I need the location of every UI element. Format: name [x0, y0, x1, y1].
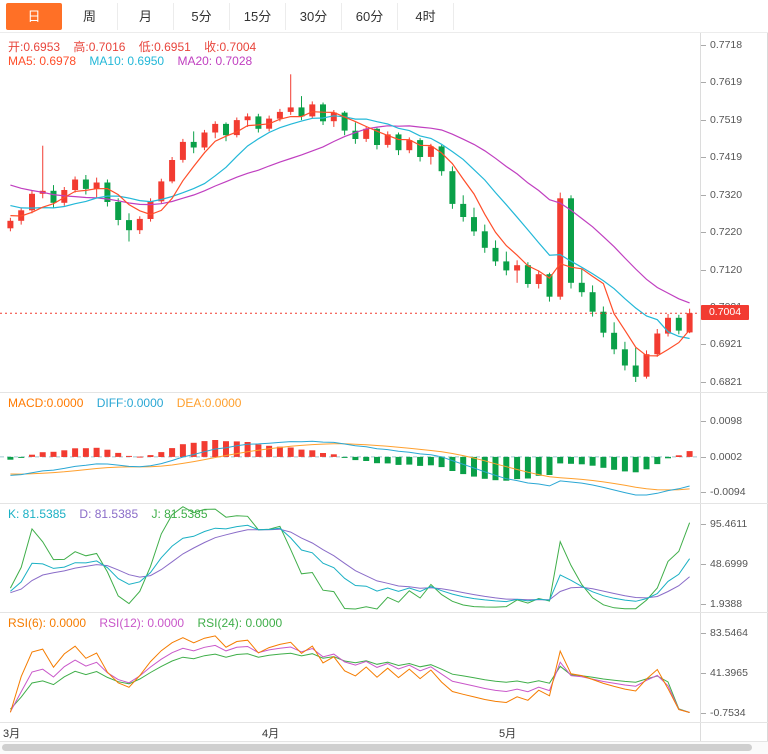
axis-label: 48.6999	[710, 558, 748, 570]
axis-label: 0.7519	[710, 114, 743, 126]
kdj-panel: K: 81.5385 D: 81.5385 J: 81.5385	[0, 503, 700, 612]
axis-tick	[701, 270, 706, 271]
k-line	[10, 524, 691, 603]
panel-divider	[0, 741, 768, 742]
d-line	[10, 528, 690, 601]
axis-tick	[701, 157, 706, 158]
ma5-line	[10, 111, 691, 357]
rsi24-line	[10, 652, 690, 713]
axis-tick	[701, 344, 706, 345]
axis-label: -0.7534	[710, 707, 746, 719]
x-axis-label: 4月	[262, 728, 280, 740]
axis-tick	[701, 382, 706, 383]
panel-divider	[0, 503, 768, 504]
ma10-line	[10, 115, 690, 340]
candles-group	[7, 74, 693, 382]
candlestick-chart[interactable]	[0, 33, 700, 392]
panel-divider	[0, 612, 768, 613]
rsi12-line	[9, 644, 690, 713]
axis-tick	[701, 232, 706, 233]
axis-tick	[701, 673, 706, 674]
macd-chart[interactable]	[0, 392, 700, 503]
axis-label: 0.0002	[710, 451, 743, 463]
axis-tick	[701, 524, 706, 525]
axis-label: 0.7120	[710, 264, 743, 276]
ma20-line	[10, 125, 690, 304]
x-axis-label: 3月	[3, 728, 21, 740]
axis-tick	[701, 457, 706, 458]
axis-tick	[701, 713, 706, 714]
tab-4hour[interactable]: 4时	[398, 3, 454, 30]
panel-divider	[0, 722, 768, 723]
diff-line	[10, 440, 690, 496]
panel-divider	[0, 392, 768, 393]
axis-tick	[701, 492, 706, 493]
axis-tick	[701, 564, 706, 565]
tab-60min[interactable]: 60分	[342, 3, 398, 30]
macd-panel: MACD:0.0000 DIFF:0.0000 DEA:0.0000	[0, 392, 700, 503]
tab-15min[interactable]: 15分	[230, 3, 286, 30]
x-axis-label: 5月	[499, 728, 517, 740]
axis-tick	[701, 604, 706, 605]
rsi-chart[interactable]	[0, 612, 700, 722]
axis-label: 0.0098	[710, 415, 743, 427]
axis-label: 0.7220	[710, 226, 743, 238]
horizontal-scrollbar[interactable]	[0, 742, 768, 754]
axis-label: 0.7419	[710, 151, 743, 163]
axis-label: 1.9388	[710, 598, 743, 610]
j-line	[9, 506, 691, 610]
candlestick-panel: 开:0.6953 高:0.7016 低:0.6951 收:0.7004 MA5:…	[0, 33, 700, 392]
rsi-panel: RSI(6): 0.0000 RSI(12): 0.0000 RSI(24): …	[0, 612, 700, 722]
timeframe-toolbar: 日 周 月 5分 15分 30分 60分 4时	[0, 0, 768, 33]
tab-5min[interactable]: 5分	[174, 3, 230, 30]
axis-label: -0.0094	[710, 486, 746, 498]
axis-label: 0.7718	[710, 39, 743, 51]
axis-tick	[701, 45, 706, 46]
axis-label: 83.5464	[710, 627, 748, 639]
kdj-chart[interactable]	[0, 503, 700, 612]
price-axis: 0.7004 0.7718 0.7619 0.7519 0.7419 0.7320 0.7…	[700, 33, 767, 741]
time-axis: 3月 4月 5月	[0, 722, 700, 741]
axis-label: 0.7320	[710, 189, 743, 201]
tab-daily[interactable]: 日	[6, 3, 62, 30]
axis-label: 0.6921	[710, 338, 743, 350]
axis-label: 95.4611	[710, 518, 748, 530]
last-price-badge: 0.7004	[701, 305, 749, 320]
axis-tick	[701, 633, 706, 634]
axis-tick	[701, 195, 706, 196]
dea-line	[10, 443, 690, 491]
axis-tick	[701, 120, 706, 121]
scrollbar-thumb[interactable]	[2, 744, 752, 751]
tab-monthly[interactable]: 月	[118, 3, 174, 30]
rsi6-line	[9, 635, 690, 713]
tab-weekly[interactable]: 周	[62, 3, 118, 30]
axis-tick	[701, 421, 706, 422]
tab-30min[interactable]: 30分	[286, 3, 342, 30]
macd-histogram	[7, 440, 693, 481]
axis-label: 41.3965	[710, 667, 748, 679]
axis-label: 0.7619	[710, 76, 743, 88]
axis-tick	[701, 82, 706, 83]
axis-label: 0.6821	[710, 376, 743, 388]
